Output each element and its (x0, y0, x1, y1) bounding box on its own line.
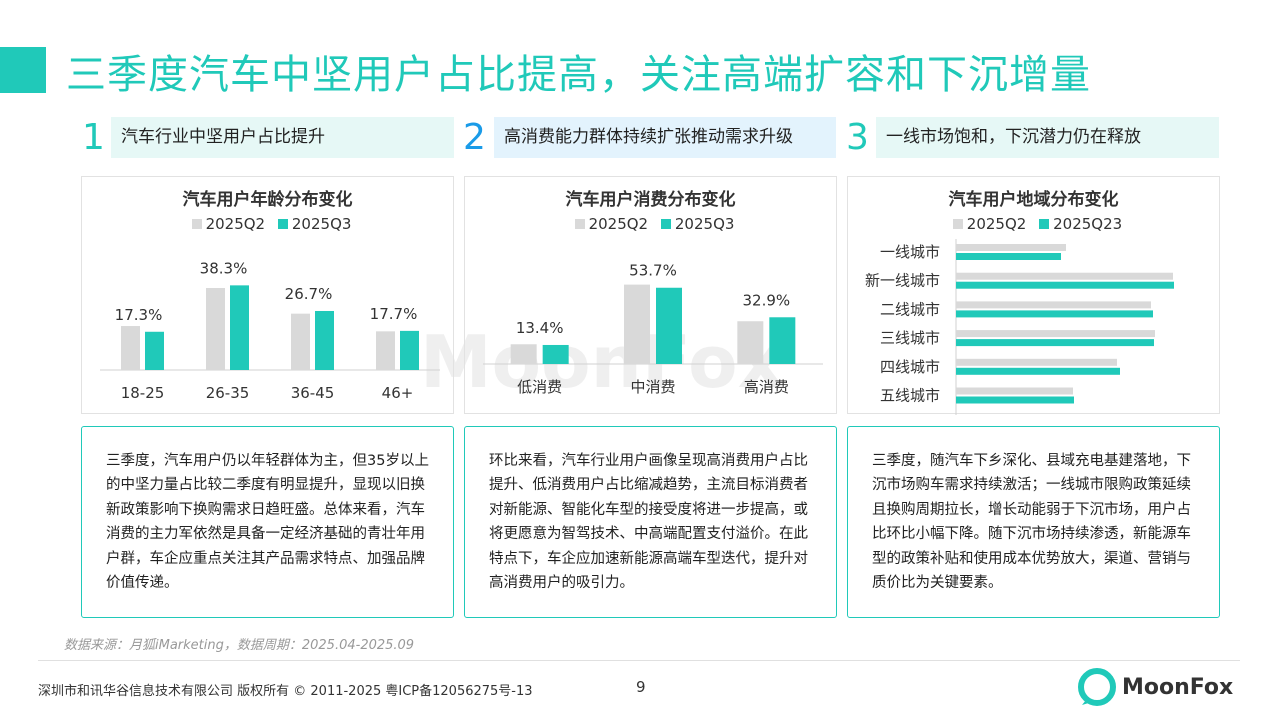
bar-2025Q2 (376, 331, 395, 370)
bar-2025Q2 (956, 387, 1073, 395)
section-number-2: 2 (463, 117, 486, 158)
bar-2025Q23 (956, 281, 1174, 289)
section-1-text: 三季度，汽车用户仍以年轻群体为主，但35岁以上的中坚力量占比较二季度有明显提升，… (81, 426, 454, 618)
legend-label: 2025Q3 (291, 215, 352, 233)
moonfox-logo: MoonFox (1078, 668, 1233, 706)
bar-2025Q3 (145, 331, 164, 370)
bar-2025Q23 (956, 253, 1061, 260)
age-chart: 汽车用户年龄分布变化 2025Q2 2025Q3 17.3% 18-25 38.3%… (81, 176, 454, 414)
y-tick-label: 三线城市 (880, 329, 940, 347)
age-chart-plot: 17.3% 18-25 38.3% 26-35 26.7% 36-45 17.7% 46+ (100, 259, 440, 402)
x-tick-label: 26-35 (206, 384, 250, 402)
footer-divider (38, 660, 1240, 661)
section-2-text: 环比来看，汽车行业用户画像呈现高消费用户占比提升、低消费用户占比缩减趋势，主流目… (464, 426, 837, 618)
chart-legend: 2025Q2 2025Q3 (82, 215, 453, 233)
chart-legend: 2025Q2 2025Q23 (848, 215, 1219, 233)
bar-2025Q2 (624, 284, 650, 364)
legend-label: 2025Q23 (1053, 215, 1123, 233)
x-tick-label: 18-25 (121, 384, 165, 402)
data-label: 53.7% (629, 262, 677, 280)
legend-swatch-q3 (277, 219, 288, 229)
bar-2025Q2 (206, 288, 225, 370)
data-source: 数据来源：月狐iMarketing，数据周期：2025.04-2025.09 (64, 638, 415, 653)
bar-2025Q23 (956, 367, 1120, 375)
region-chart: 汽车用户地域分布变化 2025Q2 2025Q23 一线城市新一线城市二线城市三… (847, 176, 1220, 418)
section-heading-2: 高消费能力群体持续扩张推动需求升级 (494, 117, 836, 158)
bar-2025Q3 (542, 344, 569, 364)
data-label: 17.3% (115, 306, 163, 324)
data-label: 38.3% (200, 259, 248, 277)
legend-swatch-q3 (660, 219, 671, 229)
bar-2025Q23 (956, 310, 1153, 318)
data-label: 13.4% (516, 319, 564, 337)
x-tick-label: 46+ (382, 384, 414, 402)
bar-2025Q2 (956, 330, 1155, 338)
bar-2025Q3 (656, 287, 682, 364)
legend-swatch-q2 (952, 219, 963, 229)
section-number-1: 1 (82, 117, 105, 158)
chart-title: 汽车用户地域分布变化 (948, 190, 1119, 210)
consumption-chart-plot: 13.4% 低消费 53.7% 中消费 32.9% 高消费 (483, 262, 823, 396)
data-label: 32.9% (743, 291, 791, 309)
chart-title: 汽车用户消费分布变化 (565, 190, 736, 210)
bar-2025Q3 (769, 317, 796, 364)
y-tick-label: 四线城市 (880, 358, 940, 376)
bar-2025Q2 (291, 313, 310, 370)
moonfox-logo-icon (1078, 668, 1116, 706)
title-accent-block (0, 47, 46, 93)
section-body: 三季度，汽车用户仍以年轻群体为主，但35岁以上的中坚力量占比较二季度有明显提升，… (106, 452, 429, 592)
bar-2025Q2 (510, 344, 537, 364)
chart-legend: 2025Q2 2025Q3 (465, 215, 836, 233)
chart-title: 汽车用户年龄分布变化 (182, 190, 353, 210)
bar-2025Q2 (121, 326, 140, 370)
section-body: 环比来看，汽车行业用户画像呈现高消费用户占比提升、低消费用户占比缩减趋势，主流目… (489, 452, 808, 592)
bar-2025Q2 (956, 301, 1151, 309)
bar-2025Q23 (956, 396, 1074, 404)
legend-swatch-q2 (574, 219, 585, 229)
bar-2025Q2 (956, 272, 1173, 280)
legend-label: 2025Q2 (966, 215, 1027, 233)
section-body: 三季度，随汽车下乡深化、县域充电基建落地，下沉市场购车需求持续激活；一线城市限购… (872, 452, 1191, 592)
logo-text: MoonFox (1122, 674, 1234, 700)
legend-swatch-q2 (191, 219, 202, 229)
section-heading-3: 一线市场饱和，下沉潜力仍在释放 (876, 117, 1219, 158)
data-label: 17.7% (370, 305, 418, 323)
legend-swatch-q3 (1039, 219, 1050, 229)
consumption-chart: 汽车用户消费分布变化 2025Q2 2025Q3 13.4% 低消费 53.7% 中消… (464, 176, 837, 414)
bar-2025Q2 (956, 244, 1066, 251)
y-tick-label: 一线城市 (880, 243, 940, 261)
x-tick-label: 高消费 (744, 378, 789, 396)
section-heading-1: 汽车行业中坚用户占比提升 (111, 117, 454, 158)
x-tick-label: 低消费 (517, 378, 562, 396)
bar-2025Q3 (230, 285, 249, 370)
page-number: 9 (636, 678, 646, 696)
section-3-text: 三季度，随汽车下乡深化、县域充电基建落地，下沉市场购车需求持续激活；一线城市限购… (847, 426, 1220, 618)
y-tick-label: 新一线城市 (865, 272, 940, 290)
bar-2025Q3 (400, 330, 419, 370)
bar-2025Q2 (956, 358, 1117, 366)
y-tick-label: 五线城市 (880, 387, 940, 405)
bar-2025Q2 (737, 321, 764, 364)
page-title: 三季度汽车中坚用户占比提高，关注高端扩容和下沉增量 (66, 52, 1091, 98)
bar-2025Q23 (956, 339, 1154, 347)
data-label: 26.7% (285, 285, 333, 303)
x-tick-label: 36-45 (291, 384, 335, 402)
legend-label: 2025Q2 (205, 215, 266, 233)
copyright: 深圳市和讯华谷信息技术有限公司 版权所有 © 2011-2025 粤ICP备12… (38, 684, 533, 699)
bar-2025Q3 (315, 310, 334, 370)
section-number-3: 3 (846, 117, 869, 158)
x-tick-label: 中消费 (630, 378, 675, 396)
y-tick-label: 二线城市 (880, 300, 940, 318)
legend-label: 2025Q3 (674, 215, 735, 233)
legend-label: 2025Q2 (588, 215, 649, 233)
